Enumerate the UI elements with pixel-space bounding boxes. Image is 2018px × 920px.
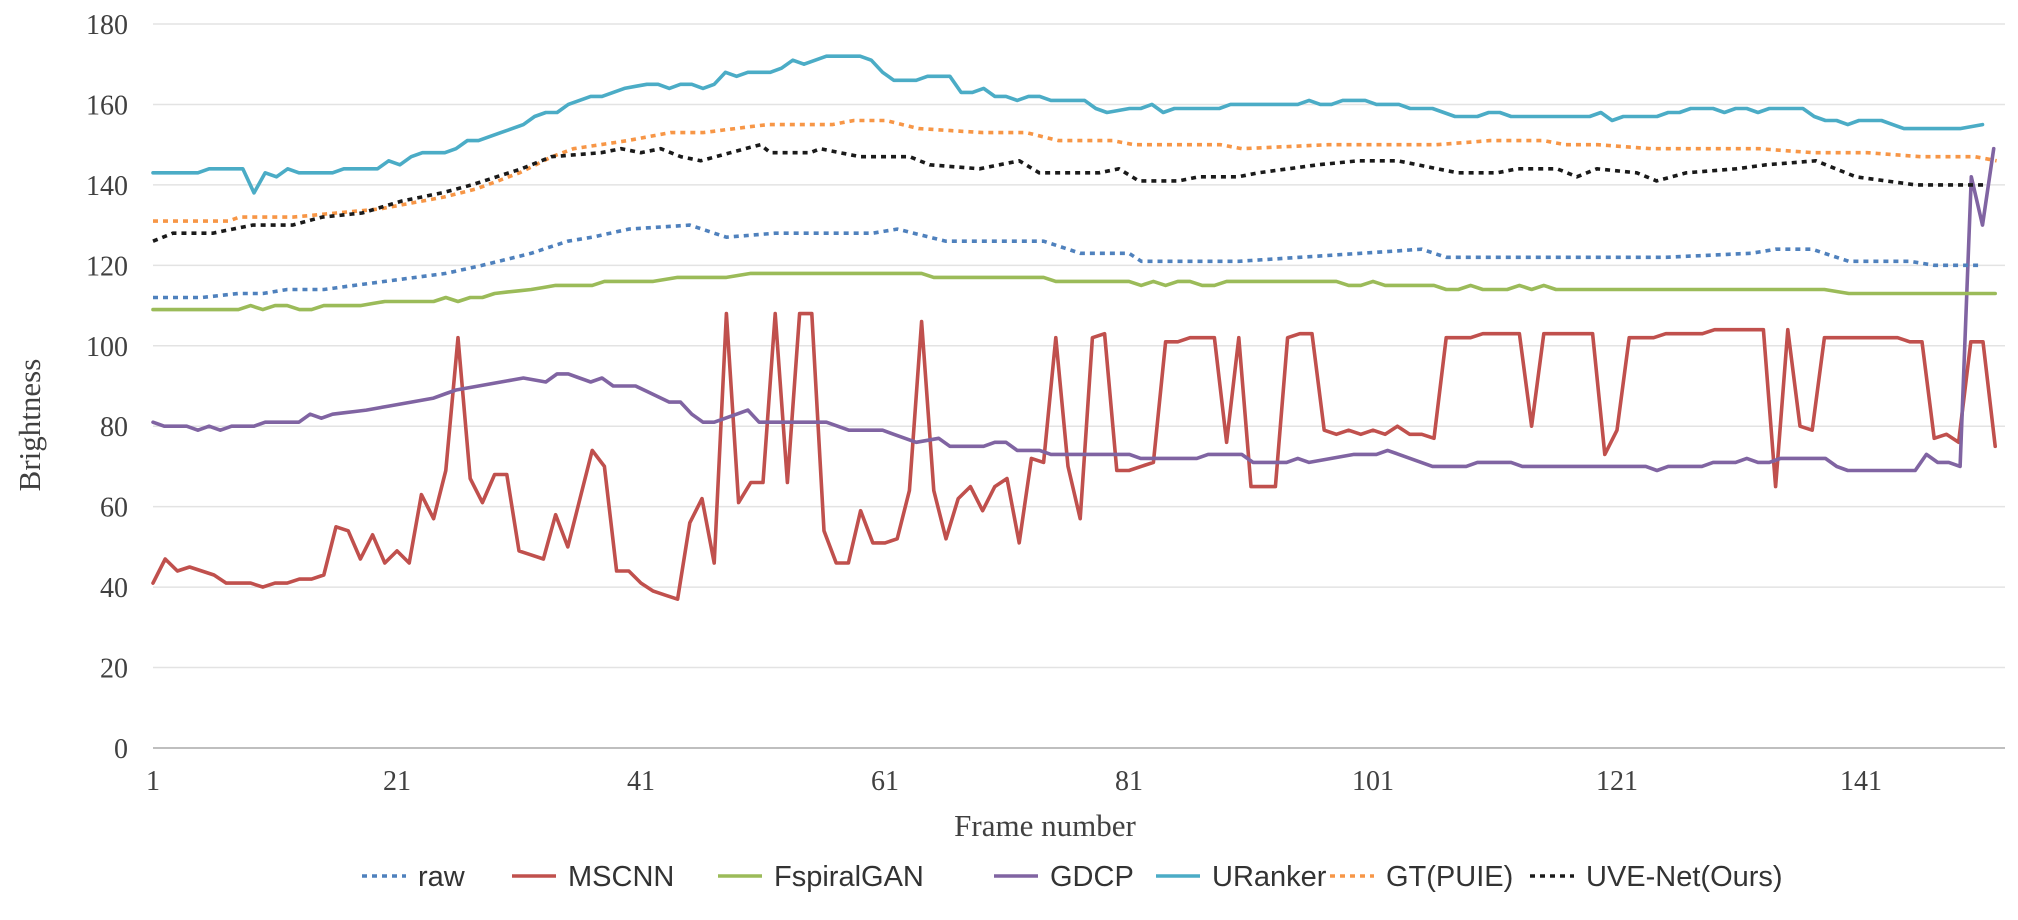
y-axis-title: Brightness	[12, 359, 47, 492]
x-tick-labels: 1 21 41 61 81 101 121 141	[146, 766, 1882, 797]
legend-item-gdcp: GDCP	[994, 861, 1134, 893]
series-line-gdcp	[151, 146, 1996, 473]
y-tick-label: 140	[86, 171, 128, 202]
x-tick-label: 61	[871, 766, 899, 797]
x-tick-label: 121	[1596, 766, 1638, 797]
x-tick-label: 41	[627, 766, 655, 797]
y-tick-label: 60	[100, 493, 128, 524]
legend-item-raw: raw	[362, 861, 466, 893]
legend: raw MSCNN FspiralGAN GDCP URanker GT(PUIE) UVE…	[362, 861, 1783, 893]
y-tick-label: 20	[100, 654, 128, 685]
y-tick-label: 0	[114, 734, 128, 765]
y-tick-label: 120	[86, 251, 128, 282]
series-line-uranker	[151, 54, 1985, 195]
series-layer	[151, 54, 1997, 601]
y-tick-label: 160	[86, 90, 128, 121]
x-tick-label: 141	[1840, 766, 1882, 797]
legend-label: FspiralGAN	[774, 861, 924, 893]
y-tick-label: 100	[86, 332, 128, 363]
legend-label: raw	[418, 861, 466, 893]
grid-layer	[153, 23, 2005, 669]
legend-item-uranker: URanker	[1156, 861, 1327, 893]
legend-item-uve-net-ours: UVE-Net(Ours)	[1530, 861, 1783, 893]
x-tick-label: 21	[383, 766, 411, 797]
x-tick-label: 1	[146, 766, 160, 797]
legend-label: MSCNN	[568, 861, 674, 893]
series-line-uve-net-ours	[152, 142, 1986, 243]
legend-label: GT(PUIE)	[1386, 861, 1513, 893]
legend-item-mscnn: MSCNN	[512, 861, 674, 893]
series-line-mscnn	[151, 311, 1997, 601]
x-tick-label: 81	[1115, 766, 1143, 797]
legend-label: URanker	[1212, 861, 1327, 893]
y-tick-labels: 0 20 40 60 80 100 120 140 160 180	[86, 10, 128, 765]
y-tick-label: 180	[86, 10, 128, 41]
x-axis-title: Frame number	[954, 808, 1136, 843]
y-tick-label: 40	[100, 573, 128, 604]
legend-label: UVE-Net(Ours)	[1586, 861, 1783, 893]
series-line-raw	[153, 223, 1983, 300]
series-line-gt-puie	[153, 118, 1997, 223]
series-line-fspiralgan	[151, 271, 1997, 312]
x-tick-label: 101	[1352, 766, 1394, 797]
legend-label: GDCP	[1050, 861, 1134, 893]
legend-item-gt-puie: GT(PUIE)	[1330, 861, 1513, 893]
legend-item-fspiralgan: FspiralGAN	[718, 861, 924, 893]
y-tick-label: 80	[100, 412, 128, 443]
